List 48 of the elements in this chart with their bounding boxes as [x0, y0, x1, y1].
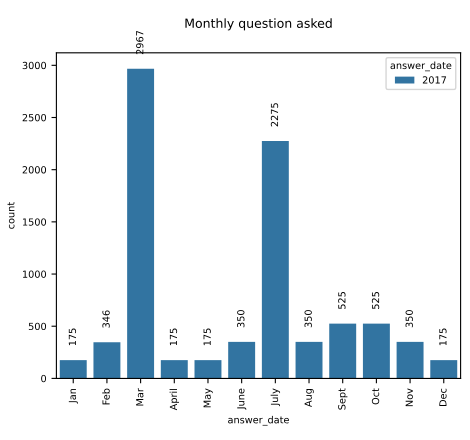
y-tick-label: 0	[41, 374, 46, 382]
x-tick-label: Aug	[304, 389, 314, 408]
bar	[160, 360, 188, 378]
bar	[362, 324, 390, 378]
legend-label: 2017	[422, 76, 446, 84]
bar	[60, 360, 87, 378]
bar	[296, 342, 322, 378]
bar	[194, 360, 222, 378]
y-tick-label: 500	[28, 322, 46, 330]
bar	[262, 140, 289, 378]
x-tick-label: Feb	[102, 388, 110, 404]
data-label: 175	[68, 328, 76, 346]
y-tick-label: 1000	[23, 270, 46, 278]
bar	[396, 342, 424, 378]
bar	[93, 342, 120, 378]
y-tick-label: 1500	[23, 218, 46, 226]
data-label: 525	[338, 292, 346, 309]
y-tick-label: 3000	[22, 62, 46, 70]
x-tick-label: Oct	[372, 388, 380, 404]
data-label: 175	[439, 328, 447, 346]
x-tick-label: May	[204, 388, 213, 408]
x-tick-label: Sept	[338, 388, 348, 410]
x-tick-label: Mar	[136, 388, 144, 406]
x-tick-label: Nov	[406, 388, 413, 406]
data-label: 350	[304, 310, 312, 328]
x-tick-label: July	[270, 388, 280, 406]
bar	[430, 360, 458, 378]
data-label: 2275	[270, 103, 278, 126]
x-axis-title: answer_date	[228, 416, 289, 426]
data-label: 525	[372, 292, 380, 309]
x-tick-label: Jan	[68, 388, 78, 404]
bar	[329, 324, 356, 378]
y-tick-label: 2500	[22, 114, 46, 122]
bar	[127, 68, 154, 378]
x-tick-label: June	[237, 388, 246, 410]
legend-title: answer_date	[390, 62, 452, 72]
data-label: 350	[406, 310, 413, 328]
y-axis-title: count	[8, 202, 14, 229]
data-label: 346	[102, 310, 110, 328]
data-label: 175	[204, 328, 211, 346]
chart-title: Monthly question asked	[185, 18, 332, 30]
y-tick-label: 2000	[22, 166, 46, 174]
data-label: 350	[237, 310, 244, 328]
x-tick-label: Dec	[439, 388, 447, 406]
data-label: 175	[170, 328, 178, 346]
x-tick-label: April	[170, 389, 179, 410]
bar	[228, 342, 256, 378]
data-label: 2967	[136, 30, 144, 54]
